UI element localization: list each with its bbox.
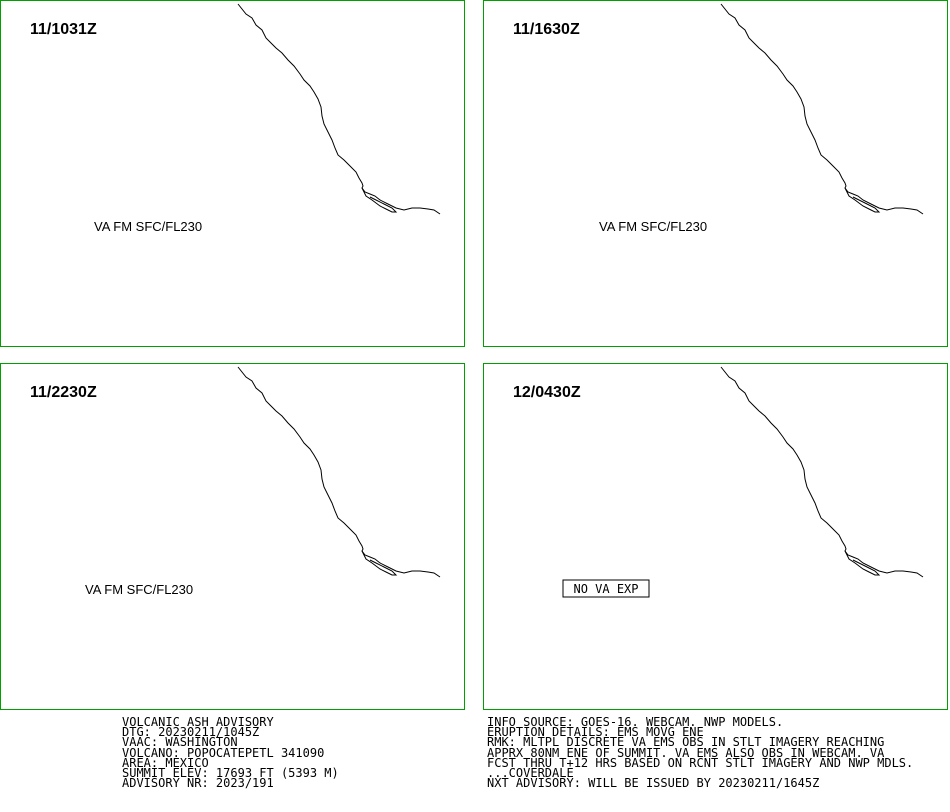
advisory-line: ...COVERDALE	[487, 765, 574, 780]
coastline	[361, 550, 398, 576]
advisory-line: SUMMIT ELEV: 17693 FT (5393 M)	[122, 765, 339, 780]
panel-time-title: 11/1031Z	[30, 21, 97, 38]
ash-level-label: VA FM SFC/FL230	[85, 582, 193, 597]
advisory-line: VOLCANO: POPOCATEPETL 341090	[122, 745, 325, 760]
panel-frame	[0, 363, 465, 710]
coastline	[844, 187, 881, 213]
advisory-line: INFO SOURCE: GOES-16. WEBCAM. NWP MODELS…	[487, 715, 784, 729]
advisory-line: ERUPTION DETAILS: EMS MOVG ENE	[487, 725, 704, 740]
advisory-line: VAAC: WASHINGTON	[122, 735, 238, 750]
advisory-header-text: VOLCANIC ASH ADVISORY DTG: 20230211/1045Z…	[122, 715, 339, 791]
advisory-line: AREA: MEXICO	[122, 755, 209, 770]
advisory-remarks-text: INFO SOURCE: GOES-16. WEBCAM. NWP MODELS…	[487, 715, 914, 791]
panel-frame	[0, 0, 465, 347]
advisory-line: RMK: MLTPL DISCRETE VA EMS OBS IN STLT I…	[487, 735, 885, 750]
coastline	[720, 366, 924, 578]
coastline	[844, 550, 881, 576]
no-ash-box	[562, 579, 650, 598]
panel-frame	[483, 363, 948, 710]
panel-time-title: 11/1630Z	[513, 21, 580, 38]
no-ash-label: NO VA EXP	[573, 582, 638, 596]
panel-time-title: 11/2230Z	[30, 384, 97, 401]
advisory-line: ADVISORY NR: 2023/191	[122, 776, 274, 791]
coastline	[237, 3, 441, 215]
panel-time-title: 12/0430Z	[513, 384, 581, 401]
coastline	[361, 187, 398, 213]
coastline	[720, 3, 924, 215]
advisory-line: FCST THRU T+12 HRS BASED ON RCNT STLT IM…	[487, 755, 914, 770]
advisory-line: DTG: 20230211/1045Z	[122, 725, 260, 740]
coastline	[237, 366, 441, 578]
advisory-line: APPRX 80NM ENE OF SUMMIT. VA EMS ALSO OB…	[487, 745, 885, 760]
panel-frame	[483, 0, 948, 347]
ash-level-label: VA FM SFC/FL230	[94, 219, 202, 234]
advisory-line: VOLCANIC ASH ADVISORY	[122, 715, 274, 729]
advisory-line: NXT ADVISORY: WILL BE ISSUED BY 20230211…	[487, 776, 820, 791]
ash-level-label: VA FM SFC/FL230	[599, 219, 707, 234]
